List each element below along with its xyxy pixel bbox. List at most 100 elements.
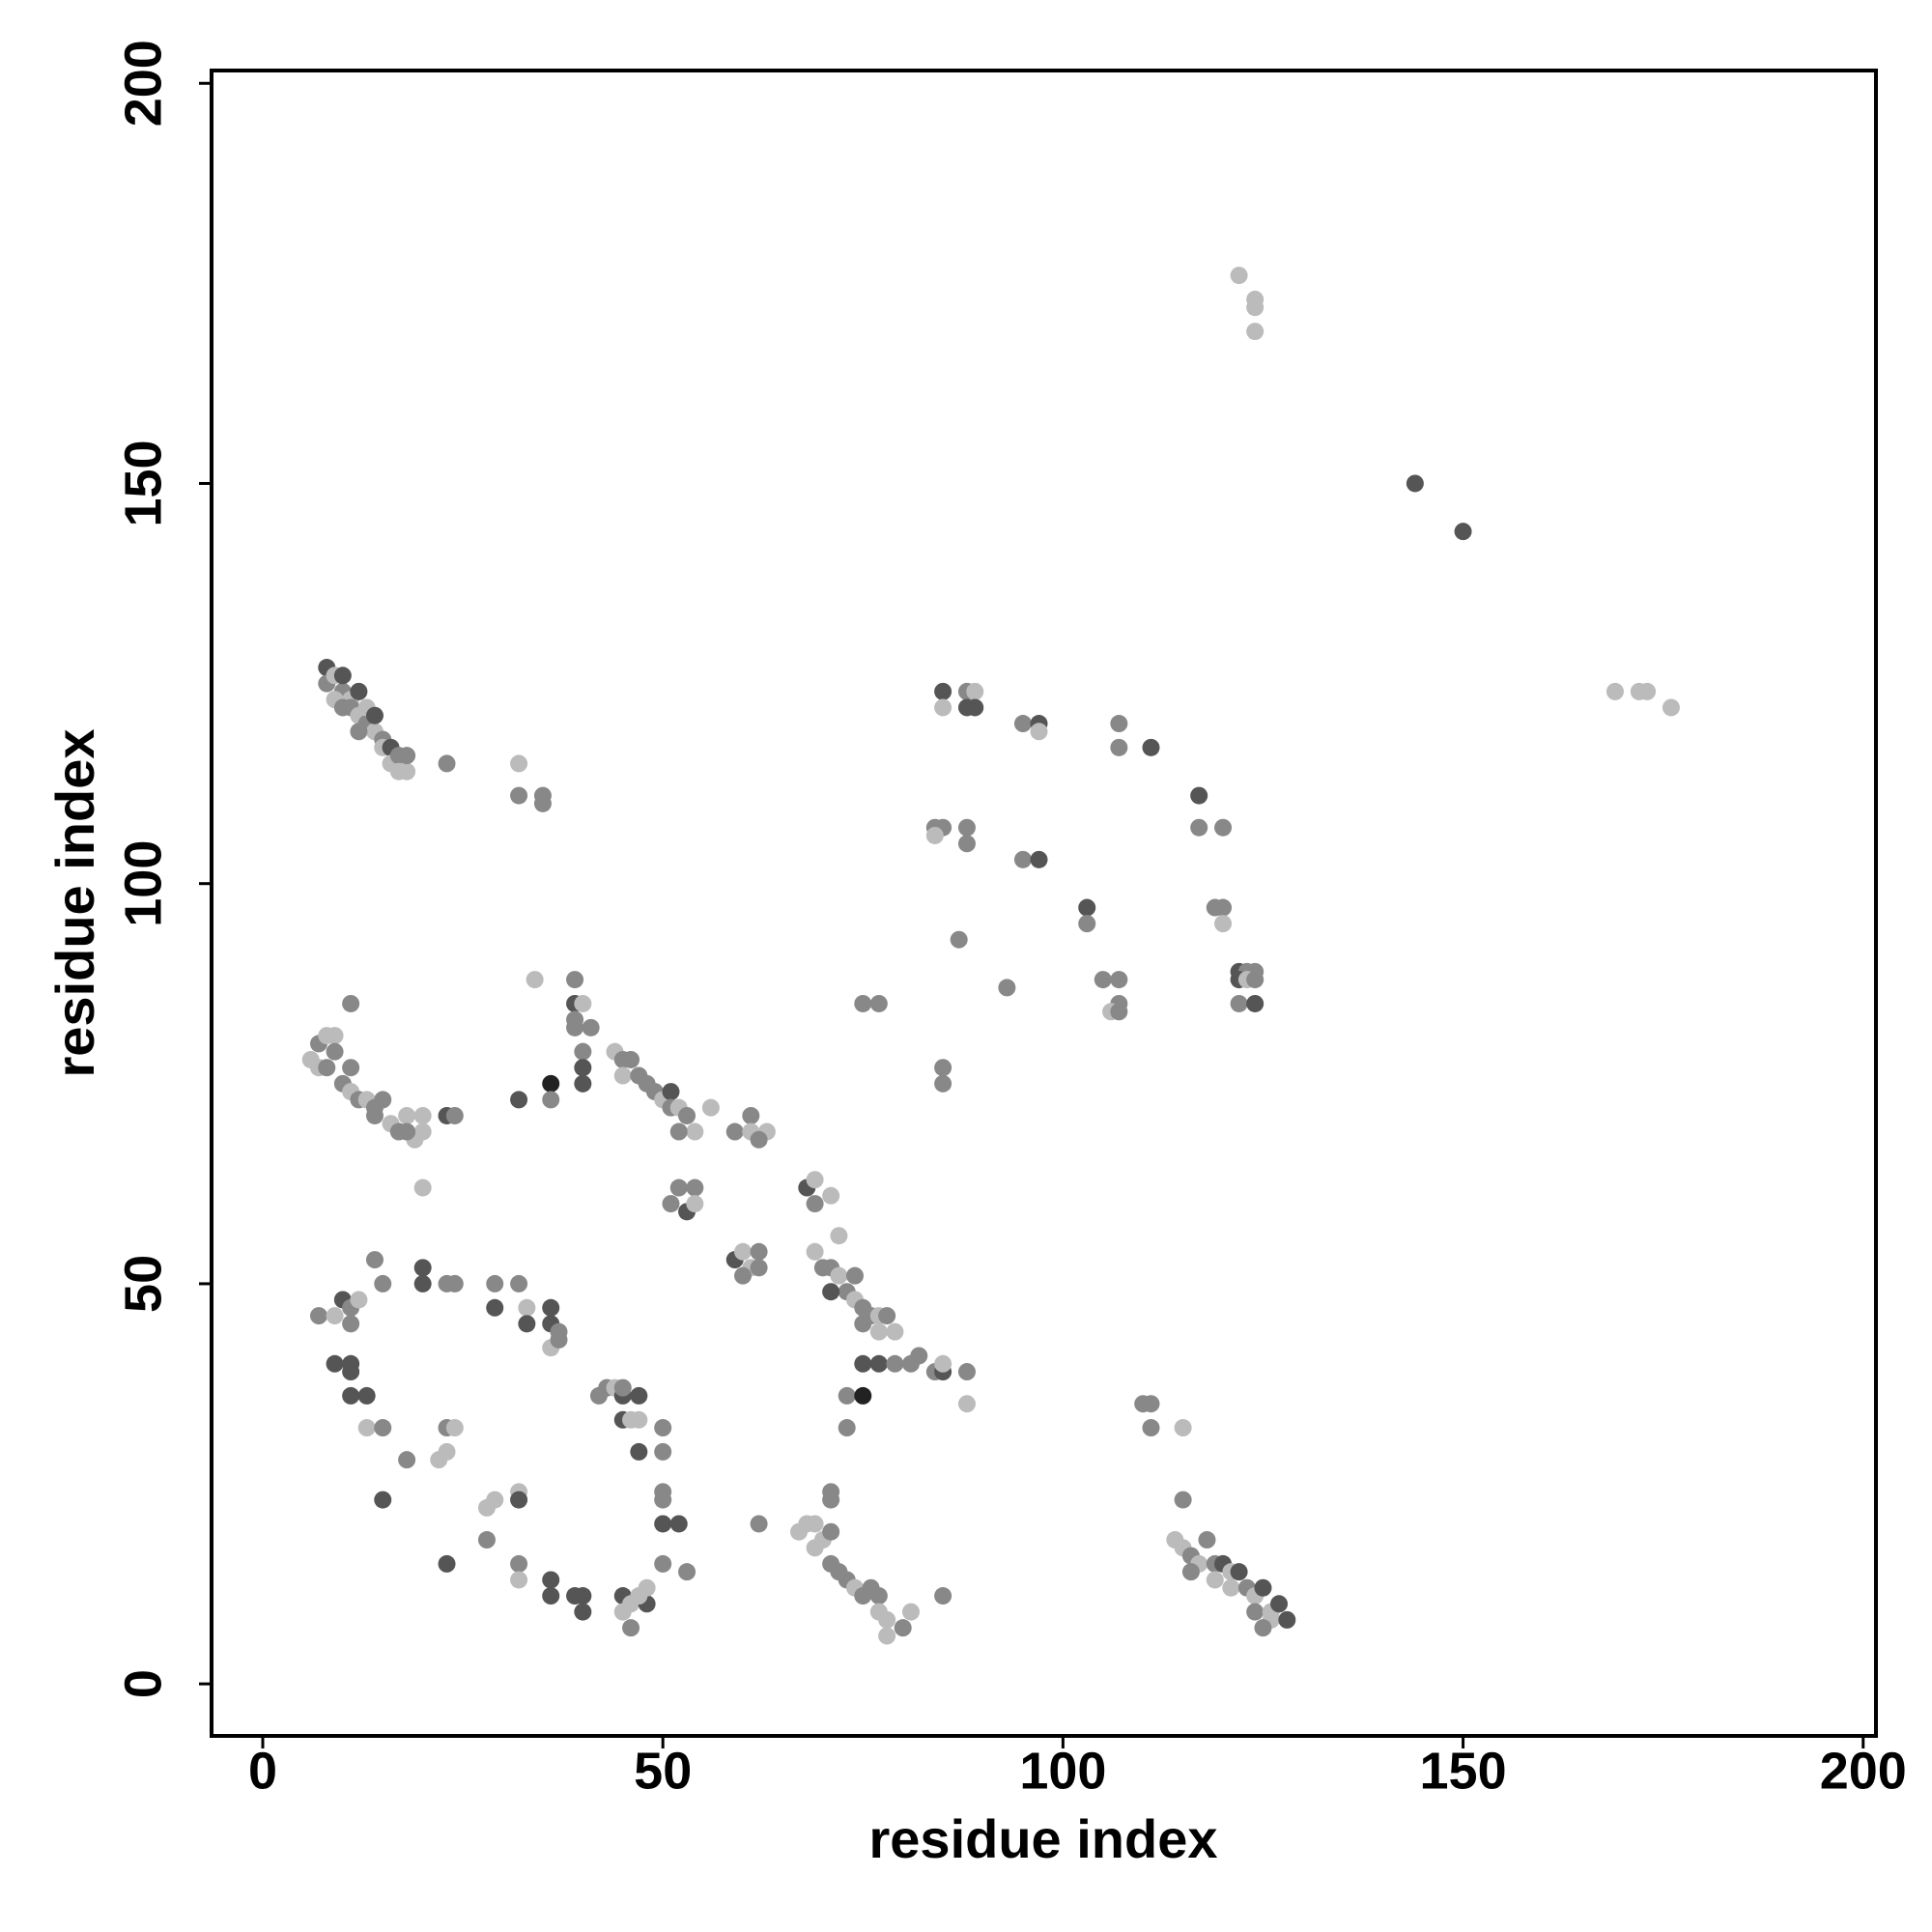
- point: [998, 979, 1016, 997]
- point: [1013, 715, 1032, 733]
- point: [1214, 898, 1233, 917]
- x-tick-label: 100: [1019, 1742, 1106, 1800]
- point: [542, 1298, 560, 1317]
- point: [350, 723, 368, 741]
- point: [886, 1354, 904, 1373]
- point: [1638, 682, 1657, 700]
- point: [878, 1307, 896, 1325]
- point: [445, 1419, 464, 1437]
- point: [1198, 1531, 1216, 1549]
- point: [806, 1195, 824, 1213]
- point: [662, 1195, 680, 1213]
- point: [869, 1354, 888, 1373]
- point: [1246, 994, 1264, 1012]
- point: [869, 994, 888, 1012]
- point: [934, 1074, 952, 1093]
- point: [1454, 523, 1472, 541]
- point: [438, 1442, 456, 1461]
- point: [1142, 738, 1160, 756]
- point: [686, 1179, 704, 1197]
- point: [806, 1171, 824, 1189]
- point: [957, 835, 976, 853]
- point: [1174, 1491, 1192, 1509]
- point: [1246, 323, 1264, 341]
- point: [542, 1571, 560, 1589]
- point: [966, 682, 984, 700]
- point: [445, 1274, 464, 1293]
- point: [1254, 1578, 1272, 1597]
- point: [398, 1451, 416, 1469]
- point: [374, 1091, 392, 1109]
- point: [365, 706, 384, 724]
- point: [486, 1274, 504, 1293]
- point: [1181, 1563, 1200, 1581]
- point: [365, 1251, 384, 1269]
- point: [510, 754, 528, 773]
- point: [438, 1554, 456, 1573]
- point: [878, 1627, 896, 1645]
- point: [925, 826, 944, 844]
- point: [613, 1066, 632, 1085]
- point: [886, 1322, 904, 1341]
- point: [542, 1074, 560, 1093]
- point: [854, 994, 872, 1012]
- point: [1246, 298, 1264, 317]
- point: [654, 1419, 672, 1437]
- point: [326, 1307, 344, 1325]
- point: [822, 1186, 840, 1205]
- point: [742, 1106, 760, 1124]
- point: [1278, 1610, 1296, 1629]
- point: [638, 1578, 656, 1597]
- point: [1246, 1603, 1264, 1621]
- point: [1230, 267, 1248, 285]
- point: [326, 1027, 344, 1045]
- point: [957, 818, 976, 837]
- point: [1214, 818, 1233, 837]
- point: [398, 747, 416, 765]
- plot-frame: [210, 69, 1878, 1738]
- point: [357, 1386, 376, 1405]
- point: [669, 1122, 688, 1141]
- point: [510, 786, 528, 805]
- point: [1110, 1003, 1128, 1021]
- point: [1142, 1419, 1160, 1437]
- point: [630, 1386, 648, 1405]
- point: [1142, 1395, 1160, 1413]
- point: [566, 1018, 584, 1037]
- point: [854, 1386, 872, 1405]
- point: [342, 1386, 360, 1405]
- point: [582, 1018, 600, 1037]
- point: [750, 1515, 768, 1533]
- point: [686, 1195, 704, 1213]
- point: [486, 1491, 504, 1509]
- point: [806, 1242, 824, 1261]
- point: [398, 1122, 416, 1141]
- point: [854, 1354, 872, 1373]
- point: [510, 1554, 528, 1573]
- point: [1222, 1578, 1240, 1597]
- x-tick-label: 0: [248, 1742, 277, 1800]
- point: [822, 1522, 840, 1541]
- point: [374, 1419, 392, 1437]
- point: [1190, 786, 1208, 805]
- point: [854, 1315, 872, 1333]
- point: [750, 1259, 768, 1277]
- point: [822, 1491, 840, 1509]
- point: [734, 1266, 753, 1285]
- point: [413, 1179, 432, 1197]
- point: [1110, 971, 1128, 989]
- point: [333, 667, 352, 685]
- point: [1254, 1619, 1272, 1637]
- x-tick-label: 150: [1420, 1742, 1507, 1800]
- x-tick-label: 200: [1820, 1742, 1907, 1800]
- point: [342, 1363, 360, 1381]
- point: [574, 994, 592, 1012]
- point: [750, 1242, 768, 1261]
- point: [413, 1122, 432, 1141]
- point: [957, 1395, 976, 1413]
- point: [310, 1307, 328, 1325]
- point: [838, 1386, 856, 1405]
- x-axis-title: residue index: [868, 1808, 1217, 1869]
- point: [518, 1298, 536, 1317]
- point: [574, 1042, 592, 1061]
